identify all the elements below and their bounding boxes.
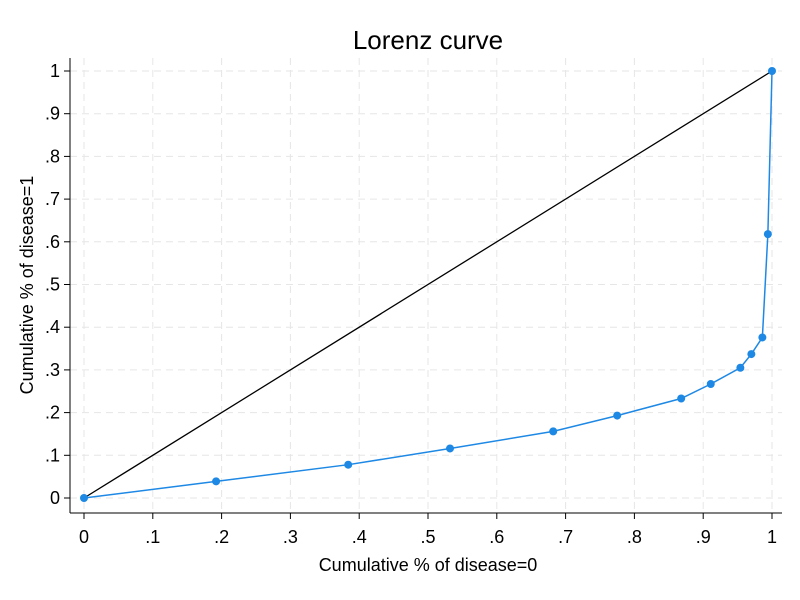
y-tick-label: .5 bbox=[45, 275, 60, 295]
y-tick-label: .1 bbox=[45, 445, 60, 465]
series bbox=[80, 67, 776, 502]
y-tick-label: .2 bbox=[45, 403, 60, 423]
y-tick-label: .6 bbox=[45, 232, 60, 252]
chart-title: Lorenz curve bbox=[353, 25, 503, 55]
lorenz-curve-point bbox=[613, 411, 622, 420]
x-tick-label: .6 bbox=[489, 527, 504, 547]
y-tick-label: .7 bbox=[45, 189, 60, 209]
y-tick-label: .3 bbox=[45, 360, 60, 380]
y-tick-label: .4 bbox=[45, 317, 60, 337]
lorenz-curve-point bbox=[344, 460, 353, 469]
x-tick-label: 0 bbox=[79, 527, 89, 547]
x-tick-label: .2 bbox=[214, 527, 229, 547]
grid-lines bbox=[70, 58, 782, 513]
x-tick-label: .4 bbox=[352, 527, 367, 547]
y-axis-title: Cumulative % of disease=1 bbox=[17, 176, 37, 395]
x-tick-label: .1 bbox=[145, 527, 160, 547]
lorenz-curve-point bbox=[763, 230, 772, 239]
lorenz-curve-point bbox=[446, 444, 455, 453]
x-tick-label: .9 bbox=[696, 527, 711, 547]
x-tick-label: .7 bbox=[558, 527, 573, 547]
lorenz-curve-point bbox=[706, 379, 715, 388]
lorenz-curve-point bbox=[549, 427, 558, 436]
x-tick-label: .5 bbox=[420, 527, 435, 547]
equality-line-line bbox=[83, 70, 773, 499]
lorenz-curve-point bbox=[212, 477, 221, 486]
y-tick-label: .8 bbox=[45, 146, 60, 166]
y-tick-label: .9 bbox=[45, 104, 60, 124]
lorenz-curve-point bbox=[747, 350, 756, 359]
lorenz-curve-point bbox=[736, 363, 745, 372]
lorenz-curve-point bbox=[768, 67, 776, 75]
y-tick-label: 1 bbox=[50, 61, 60, 81]
lorenz-curve-point bbox=[80, 494, 88, 502]
lorenz-curve-point bbox=[758, 333, 767, 342]
lorenz-curve-point bbox=[677, 394, 686, 403]
axes: 0 .1 .2 .3 .4 .5 .6 .7 .8 .9 1 0 .1 .2 .3 .4 .5 .6 .7 .8 .9 1 bbox=[45, 58, 782, 547]
x-tick-label: 1 bbox=[767, 527, 777, 547]
x-axis-title: Cumulative % of disease=0 bbox=[319, 555, 538, 575]
x-tick-label: .8 bbox=[627, 527, 642, 547]
x-tick-label: .3 bbox=[283, 527, 298, 547]
y-tick-label: 0 bbox=[50, 488, 60, 508]
